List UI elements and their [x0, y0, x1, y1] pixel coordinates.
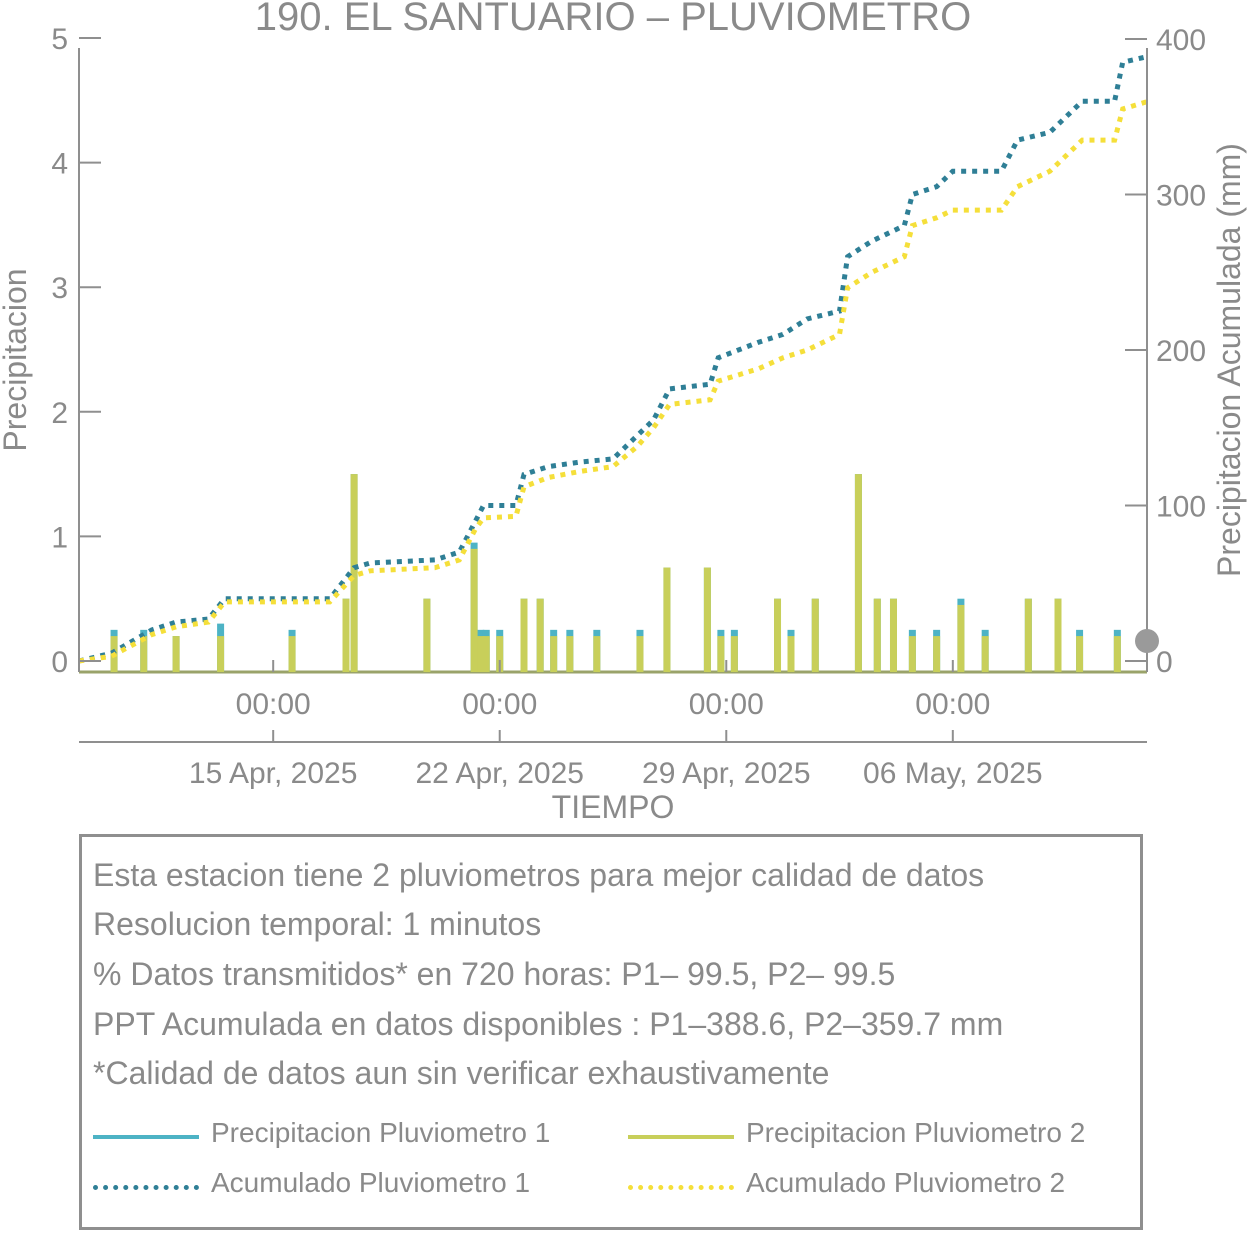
precip-bar-p2-3	[217, 636, 225, 672]
info-panel: Esta estacion tiene 2 pluviometros para …	[79, 834, 1143, 1230]
x-axis-label: TIEMPO	[552, 789, 675, 825]
accum-line-p2	[78, 99, 1148, 664]
precip-bar-p2-9	[477, 636, 485, 672]
precip-bar-p2-14	[550, 636, 558, 672]
precip-bar-p2-27	[889, 598, 897, 672]
precip-bar-p2-5	[342, 598, 350, 672]
legend-swatch-acc2	[628, 1185, 734, 1190]
legend-label-p1: Precipitacion Pluviometro 1	[211, 1117, 551, 1148]
precip-bar-p2-32	[1024, 598, 1032, 672]
x-tick-time-label-1: 00:00	[462, 688, 537, 721]
precip-bar-p2-21	[730, 636, 738, 672]
accum-line-p1	[78, 54, 1148, 664]
precip-bar-p2-6	[350, 474, 358, 672]
precipitation-chart: 190. EL SANTUARIO – PLUVIOMETRO 0 1 2 3 4 5 0 1…	[0, 0, 1247, 825]
y-tick-label-right-2: 200	[1156, 335, 1206, 368]
info-line-accumulated: PPT Acumulada en datos disponibles : P1–…	[93, 1006, 1004, 1042]
precip-bar-p2-2	[172, 636, 180, 672]
x-tick-time-label-0: 00:00	[236, 688, 311, 721]
y-tick-label-right-4: 400	[1156, 24, 1206, 57]
precip-bar-p2-19	[703, 567, 711, 672]
x-tick-date-label-0: 15 Apr, 2025	[189, 757, 358, 790]
precip-bar-p2-4	[288, 636, 296, 672]
x-tick-date-label-3: 06 May, 2025	[863, 757, 1043, 790]
precip-bar-p2-35	[1113, 636, 1121, 672]
precip-bar-p2-33	[1054, 598, 1062, 672]
legend-label-p2: Precipitacion Pluviometro 2	[746, 1117, 1086, 1148]
scroll-marker[interactable]	[1135, 629, 1159, 653]
precip-bar-p2-25	[854, 474, 862, 672]
y-tick-label-right-3: 300	[1156, 180, 1206, 213]
precip-bar-p2-8	[470, 548, 478, 672]
legend-label-acc1: Acumulado Pluviometro 1	[211, 1167, 531, 1198]
legend-swatch-acc1	[93, 1185, 199, 1190]
y-tick-label-left-3: 3	[51, 272, 68, 305]
precip-bar-p2-1	[140, 636, 148, 672]
precip-bar-p2-15	[566, 636, 574, 672]
y-tick-label-left-1: 1	[51, 521, 68, 554]
x-tick-date-label-2: 29 Apr, 2025	[642, 757, 811, 790]
y-axis-label-left: Precipitacion	[0, 268, 33, 451]
precip-bar-p2-24	[811, 598, 819, 672]
y-tick-label-left-4: 4	[51, 148, 68, 181]
precip-bar-p2-29	[933, 636, 941, 672]
precip-bar-p2-12	[520, 598, 528, 672]
precip-bar-p2-18	[663, 567, 671, 672]
precip-bar-p2-13	[536, 598, 544, 672]
y-axis-label-right: Precipitacion Acumulada (mm)	[1211, 143, 1247, 577]
y-tick-label-right-1: 100	[1156, 491, 1206, 524]
plot-area: 0 1 2 3 4 5 0 100 200 300 400 00:00 15 Apr, 2025 00:0…	[51, 23, 1206, 790]
info-line-stations: Esta estacion tiene 2 pluviometros para …	[93, 857, 985, 893]
precip-bar-p2-31	[981, 636, 989, 672]
precip-bar-p2-10	[482, 636, 490, 672]
precip-bar-p2-28	[908, 636, 916, 672]
precip-bar-p2-22	[774, 598, 782, 672]
info-line-transmitted: % Datos transmitidos* en 720 horas: P1– …	[93, 956, 896, 992]
x-tick-time-label-2: 00:00	[689, 688, 764, 721]
legend-swatch-p2	[628, 1135, 734, 1139]
precip-bar-p2-17	[636, 636, 644, 672]
chart-title: 190. EL SANTUARIO – PLUVIOMETRO	[255, 0, 972, 39]
precip-bar-p2-30	[957, 604, 965, 672]
x-tick-date-label-1: 22 Apr, 2025	[415, 757, 584, 790]
info-line-quality: *Calidad de datos aun sin verificar exha…	[93, 1055, 830, 1091]
precip-bar-p2-20	[717, 636, 725, 672]
y-tick-label-right-0: 0	[1156, 646, 1173, 679]
y-tick-label-left-0: 0	[51, 646, 68, 679]
precip-bar-p2-34	[1076, 636, 1084, 672]
info-line-resolution: Resolucion temporal: 1 minutos	[93, 906, 542, 942]
precip-bar-p2-26	[873, 598, 881, 672]
precip-bar-p2-11	[496, 636, 504, 672]
y-tick-label-left-2: 2	[51, 397, 68, 430]
legend-label-acc2: Acumulado Pluviometro 2	[746, 1167, 1066, 1198]
legend-swatch-p1	[93, 1135, 199, 1139]
precip-bar-p2-7	[423, 598, 431, 672]
precip-bar-p2-16	[593, 636, 601, 672]
precip-bar-p2-23	[787, 636, 795, 672]
x-tick-time-label-3: 00:00	[915, 688, 990, 721]
y-tick-label-left-5: 5	[51, 23, 68, 56]
